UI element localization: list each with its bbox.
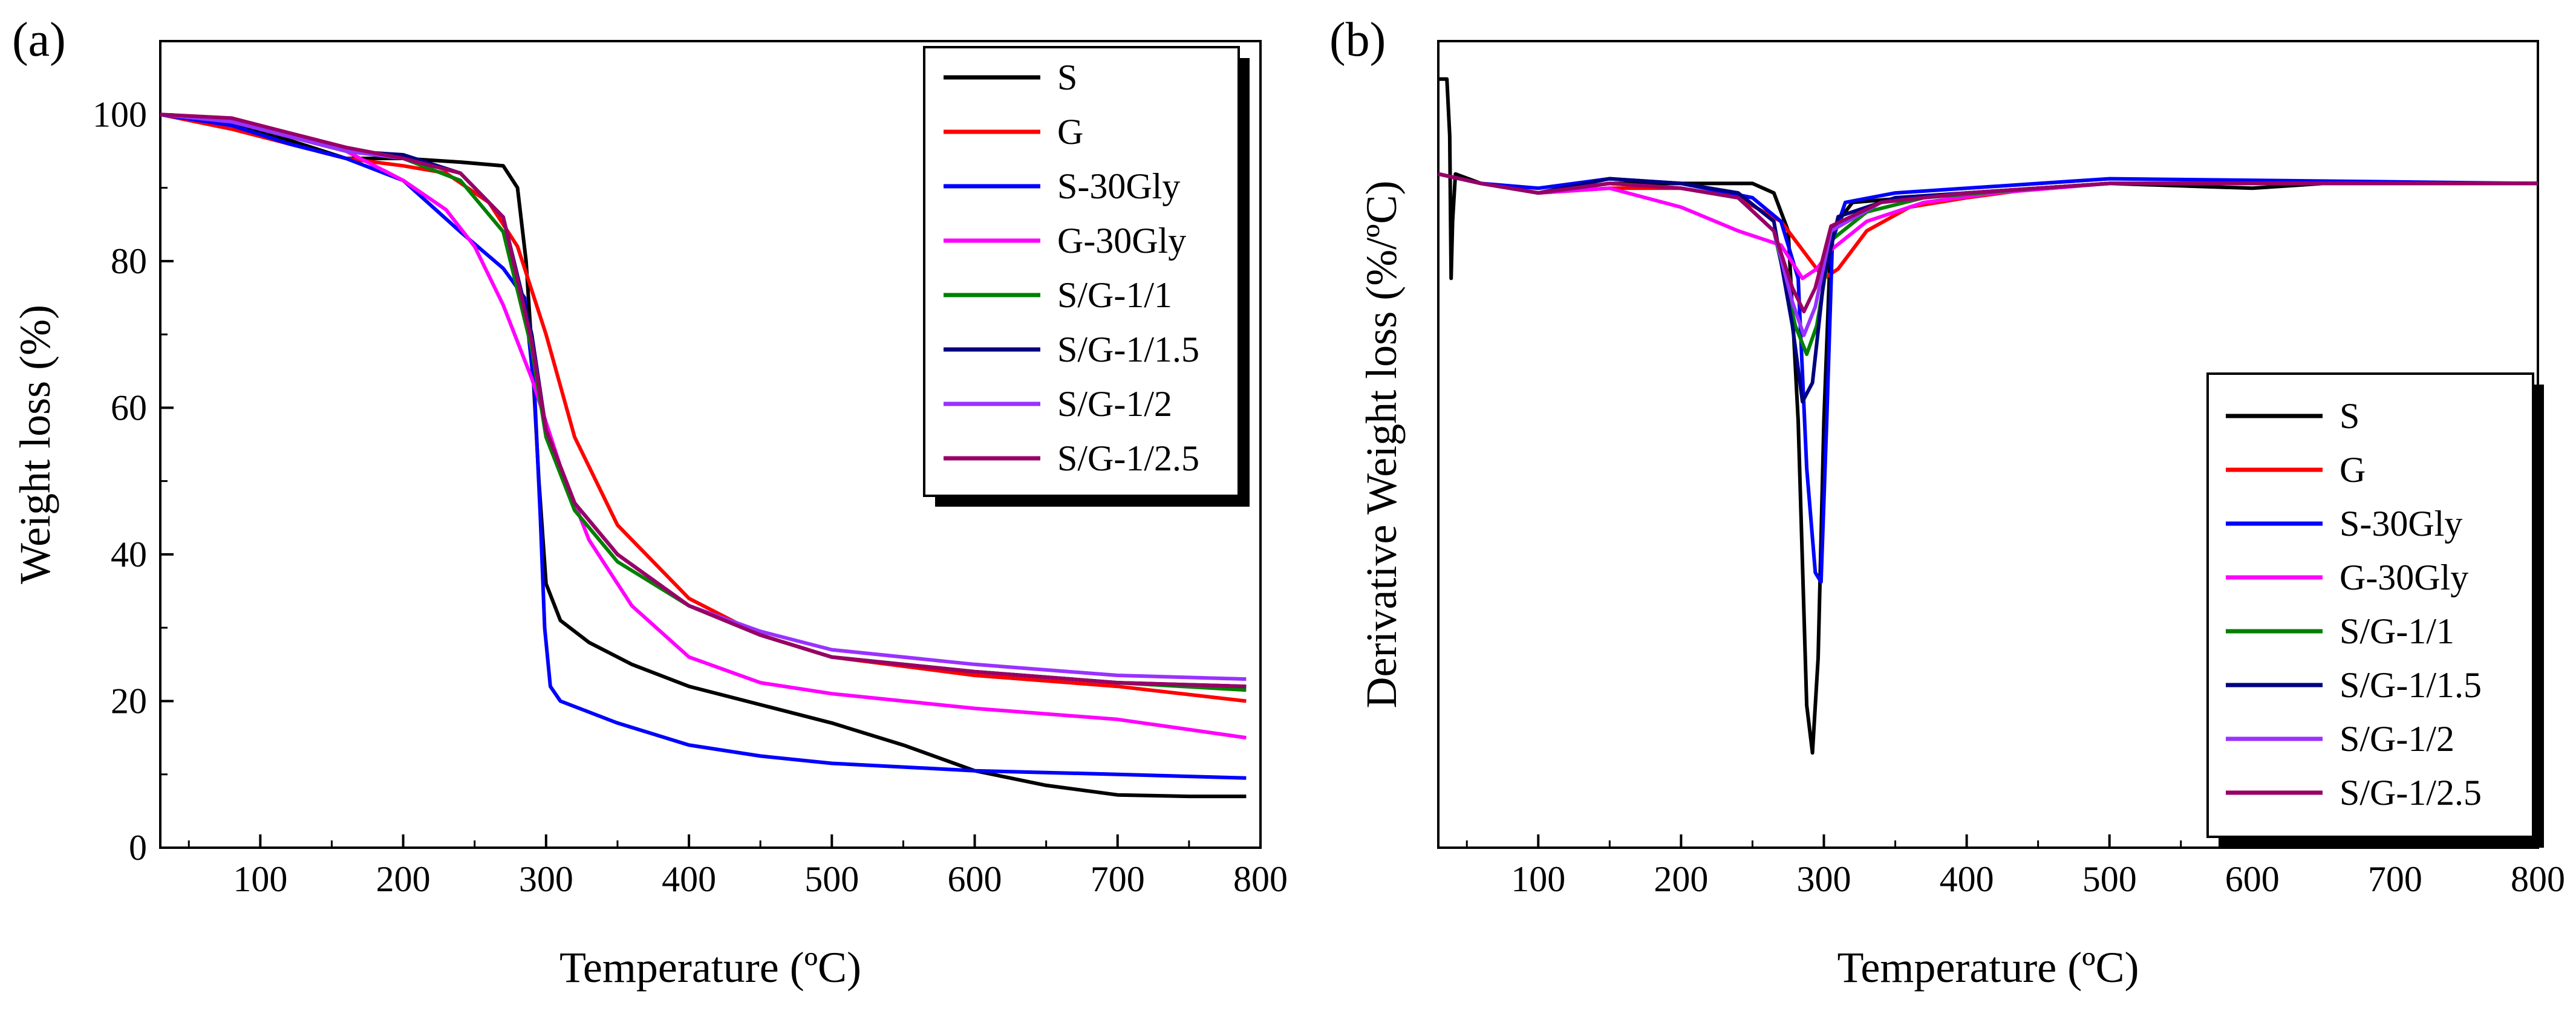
- panel-a-x-tick-label: 800: [1233, 859, 1288, 899]
- panel-a-legend-label-s: S: [1057, 57, 1077, 97]
- panel-a-x-tick-label: 400: [662, 859, 716, 899]
- panel-a-legend-box: [923, 46, 1240, 497]
- panel-b-series-s-g-1-2: [1438, 172, 2538, 337]
- panel-b-series-s-g-1-1: [1438, 172, 2538, 356]
- panel-a-legend-label-s-g-1-2: S/G-1/2: [1057, 384, 1172, 424]
- panel-a-legend-label-g: G: [1057, 112, 1083, 152]
- panel-a-legend-label-s-g-1-1: S/G-1/1: [1057, 275, 1172, 315]
- panel-b-x-tick-label: 200: [1654, 859, 1708, 899]
- panel-b-x-tick-label: 600: [2225, 859, 2280, 899]
- panel-b-x-tick-label: 100: [1511, 859, 1565, 899]
- panel-b-panel-label: (b): [1329, 13, 1386, 67]
- panel-b-series-s-g-1-2-5: [1438, 172, 2538, 314]
- panel-b-legend-label-s: S: [2340, 396, 2359, 436]
- panel-a-x-tick-label: 200: [376, 859, 431, 899]
- panel-b-x-tick-label: 300: [1796, 859, 1851, 899]
- panel-b-legend-label-s-g-1-2: S/G-1/2: [2340, 719, 2454, 759]
- panel-a-y-tick-label: 60: [111, 388, 147, 427]
- panel-a-chart: (a) 100 200 300 400 500 600 700 800 0 20 40 60 80 100 T…: [11, 13, 1288, 992]
- panel-a-series-s-30gly: [160, 112, 1247, 780]
- panel-b-y-axis-title: Derivative Weight loss (%/ºC): [1357, 180, 1406, 708]
- panel-a-x-tick-label: 300: [519, 859, 573, 899]
- panel-a-series-s-g-1-2-5: [160, 112, 1247, 689]
- panel-b-series-s-g-1-1-5: [1438, 172, 2538, 404]
- panel-b-chart: (b) 100 200 300 400 500 600 700 800 Temperature (…: [1329, 13, 2565, 992]
- panel-b-legend-label-s-g-1-1: S/G-1/1: [2340, 611, 2454, 651]
- panel-b-x-tick-label: 800: [2511, 859, 2565, 899]
- panel-a-y-tick-label: 40: [111, 534, 147, 574]
- panel-a-y-tick-label: 100: [93, 94, 147, 134]
- panel-a-legend-label-s-30gly: S-30Gly: [1057, 166, 1180, 206]
- panel-b-legend-label-g-30gly: G-30Gly: [2340, 557, 2468, 597]
- panel-a-legend-label-s-g-1-2-5: S/G-1/2.5: [1057, 438, 1199, 478]
- panel-a-x-tick-label: 500: [804, 859, 859, 899]
- panel-b-legend-label-s-g-1-2-5: S/G-1/2.5: [2340, 773, 2482, 813]
- panel-a-x-tick-label: 600: [948, 859, 1002, 899]
- panel-a-y-axis-title: Weight loss (%): [11, 305, 59, 584]
- panel-a-y-tick-label: 0: [129, 828, 147, 868]
- panel-b-legend-label-s-g-1-1-5: S/G-1/1.5: [2340, 665, 2482, 705]
- panel-b-x-tick-label: 500: [2082, 859, 2137, 899]
- panel-a-panel-label: (a): [12, 13, 66, 67]
- panel-a-y-tick-label: 80: [111, 241, 147, 281]
- panel-a-plot-frame: [159, 40, 1262, 849]
- panel-a-x-tick-label: 100: [233, 859, 287, 899]
- panel-b-legend-label-s-30gly: S-30Gly: [2340, 504, 2462, 544]
- panel-a-legend-label-s-g-1-1-5: S/G-1/1.5: [1057, 330, 1199, 369]
- panel-a-x-tick-label: 700: [1091, 859, 1145, 899]
- panel-a-x-axis-title: Temperature (ºC): [559, 943, 861, 992]
- panel-b-series-g-30gly: [1438, 172, 2538, 281]
- panel-b-x-axis-title: Temperature (ºC): [1837, 943, 2139, 992]
- panel-b-legend-label-g: G: [2340, 450, 2366, 490]
- panel-b-legend-box: [2206, 372, 2534, 838]
- panel-a-legend-label-g-30gly: G-30Gly: [1057, 221, 1186, 261]
- panel-b-x-tick-label: 700: [2368, 859, 2422, 899]
- panel-b-x-tick-label: 400: [1940, 859, 1994, 899]
- panel-a-y-tick-label: 20: [111, 681, 147, 721]
